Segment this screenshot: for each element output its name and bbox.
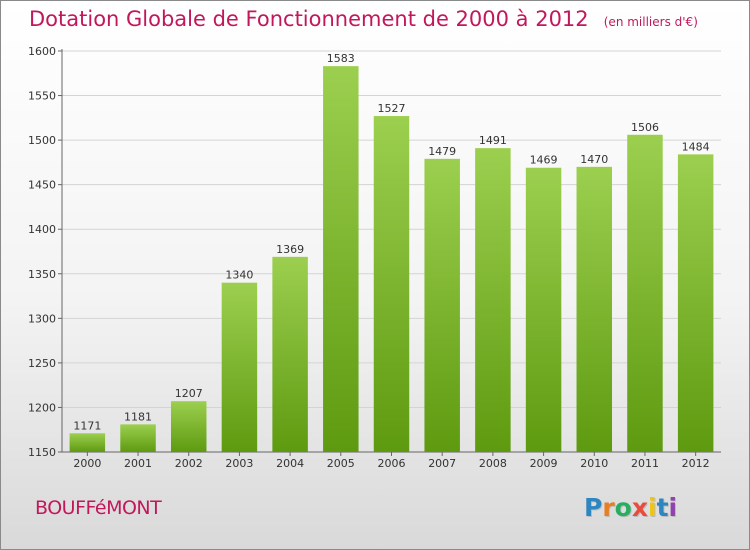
x-tick-label: 2001 [124, 457, 152, 470]
logo-letter: x [631, 493, 648, 522]
bar [627, 134, 663, 452]
bar-value-label: 1583 [327, 52, 355, 65]
logo-letter: P [584, 493, 603, 522]
bar-value-label: 1469 [530, 154, 558, 167]
y-tick-label: 1150 [28, 446, 56, 459]
bar [272, 256, 308, 452]
bar [373, 116, 410, 452]
chart-title: Dotation Globale de Fonctionnement de 20… [29, 7, 589, 31]
x-tick-label: 2011 [631, 457, 659, 470]
x-tick-label: 2010 [580, 457, 608, 470]
y-tick-label: 1500 [28, 134, 56, 147]
bar-value-label: 1491 [479, 134, 507, 147]
x-tick-label: 2006 [378, 457, 406, 470]
bar [475, 148, 511, 452]
bar [170, 401, 207, 452]
y-tick-label: 1350 [28, 268, 56, 281]
y-tick-label: 1200 [28, 401, 56, 414]
label-layer: 1171 1181 1207 1340 1369 1583 1527 1479 1491 1469… [73, 52, 709, 432]
bar [221, 282, 258, 452]
axis-layer: 1150 1200 1250 1300 1350 1400 1450 1500 1550 1600… [28, 45, 721, 470]
x-tick-label: 2000 [73, 457, 101, 470]
bar-value-label: 1527 [378, 102, 406, 115]
bar [677, 154, 714, 452]
logo-letter: r [602, 493, 615, 522]
bar-value-label: 1479 [428, 145, 456, 158]
x-tick-label: 2012 [682, 457, 710, 470]
title-row: Dotation Globale de Fonctionnement de 20… [29, 7, 698, 31]
bar [69, 433, 106, 452]
y-tick-label: 1250 [28, 357, 56, 370]
y-tick-label: 1600 [28, 45, 56, 58]
bar-value-label: 1484 [682, 140, 710, 153]
y-tick-label: 1550 [28, 90, 56, 103]
bar-value-label: 1171 [73, 419, 101, 432]
proxiti-logo: Proxiti [584, 493, 677, 522]
y-tick-label: 1300 [28, 312, 56, 325]
chart-subtitle: (en milliers d'€) [603, 15, 698, 29]
y-tick-label: 1450 [28, 179, 56, 192]
x-tick-label: 2004 [276, 457, 304, 470]
bar [525, 167, 562, 453]
bar [323, 66, 359, 452]
logo-letter: t [656, 493, 669, 522]
bar-layer [69, 66, 714, 453]
x-tick-label: 2007 [428, 457, 456, 470]
x-tick-label: 2009 [530, 457, 558, 470]
commune-name: BOUFFéMONT [35, 497, 162, 519]
x-tick-label: 2005 [327, 457, 355, 470]
bar-value-label: 1207 [175, 387, 203, 400]
bar-value-label: 1181 [124, 410, 152, 423]
bar [576, 166, 613, 452]
bar-value-label: 1506 [631, 121, 659, 134]
bar [424, 158, 460, 452]
bar [120, 424, 156, 452]
logo-letter: i [668, 493, 678, 522]
y-tick-label: 1400 [28, 223, 56, 236]
bar-value-label: 1369 [276, 243, 304, 256]
x-tick-label: 2003 [225, 457, 253, 470]
x-tick-label: 2002 [175, 457, 203, 470]
logo-letter: o [614, 493, 632, 522]
logo-letter: i [648, 493, 657, 522]
bar-value-label: 1340 [225, 269, 253, 282]
x-tick-label: 2008 [479, 457, 507, 470]
bar-value-label: 1470 [580, 153, 608, 166]
